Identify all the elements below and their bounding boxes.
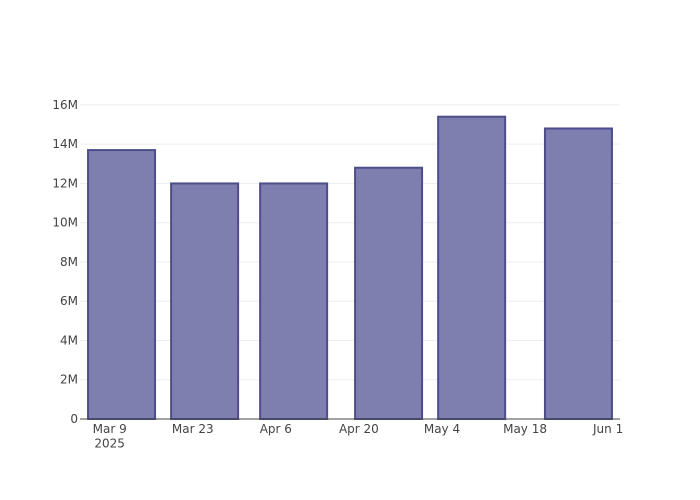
- bar: [543, 127, 613, 420]
- y-tick-label: 6M: [60, 294, 78, 308]
- y-tick-label: 10M: [52, 216, 78, 230]
- x-tick-label: May 4: [424, 422, 460, 436]
- x-tick-label: Apr 20: [339, 422, 379, 436]
- bar: [354, 166, 424, 420]
- x-tick-label: Mar 9 2025: [93, 422, 127, 450]
- x-tick-label: May 18: [503, 422, 547, 436]
- bar: [87, 149, 157, 421]
- bar: [437, 115, 507, 420]
- y-tick-label: 16M: [52, 98, 78, 112]
- bar: [170, 182, 240, 420]
- x-tick-label: Mar 23: [172, 422, 214, 436]
- bar: [259, 182, 329, 420]
- y-tick-label: 4M: [60, 333, 78, 347]
- y-tick-label: 14M: [52, 137, 78, 151]
- y-tick-label: 12M: [52, 176, 78, 190]
- y-tick-label: 8M: [60, 255, 78, 269]
- y-tick-label: 2M: [60, 373, 78, 387]
- y-tick-label: 0: [70, 412, 78, 426]
- x-tick-label: Jun 1: [592, 422, 623, 436]
- x-tick-label: Apr 6: [260, 422, 292, 436]
